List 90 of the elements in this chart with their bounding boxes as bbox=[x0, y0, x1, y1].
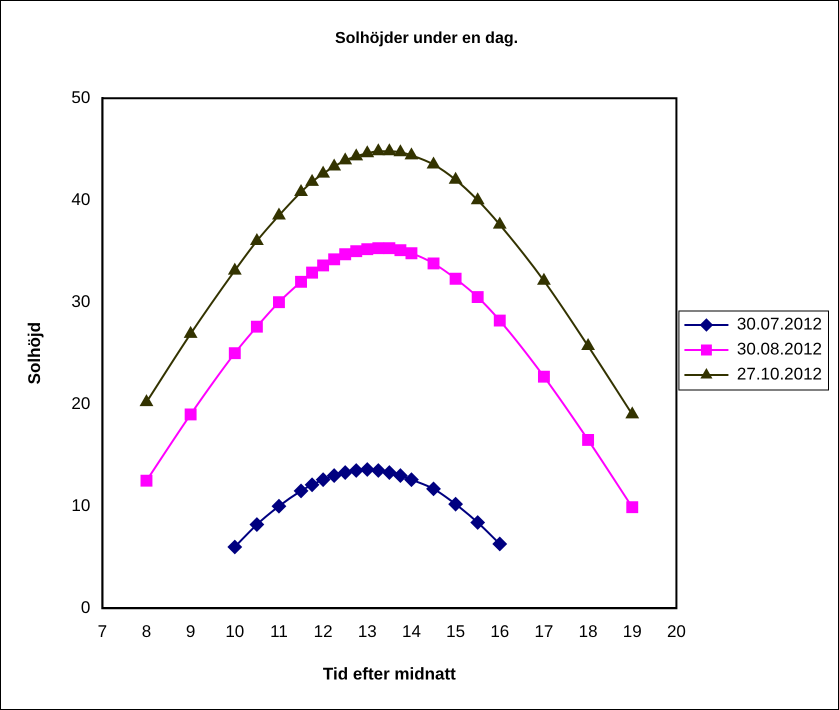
point bbox=[371, 464, 386, 478]
point bbox=[582, 339, 594, 350]
point bbox=[228, 540, 242, 554]
point bbox=[327, 468, 342, 483]
x-tick-label: 19 bbox=[622, 622, 642, 642]
point bbox=[428, 257, 440, 270]
point bbox=[372, 144, 385, 156]
point bbox=[426, 482, 441, 496]
y-tick-label: 50 bbox=[71, 88, 90, 107]
point bbox=[306, 174, 318, 186]
point bbox=[471, 193, 484, 204]
x-tick-label: 11 bbox=[270, 622, 288, 642]
point bbox=[316, 472, 330, 487]
point bbox=[472, 291, 484, 304]
point bbox=[140, 474, 152, 487]
point bbox=[626, 501, 638, 514]
point bbox=[405, 247, 418, 260]
y-tick-label: 20 bbox=[71, 394, 90, 413]
point bbox=[294, 484, 308, 498]
point bbox=[372, 242, 384, 254]
y-tick-label: 40 bbox=[71, 190, 90, 209]
point bbox=[404, 472, 418, 487]
point bbox=[448, 497, 463, 512]
point bbox=[538, 274, 550, 285]
x-tick-label: 13 bbox=[358, 622, 377, 642]
x-tick-label: 17 bbox=[534, 622, 554, 642]
point bbox=[317, 260, 330, 272]
legend-label: 30.07.2012 bbox=[736, 314, 822, 334]
point bbox=[361, 243, 374, 256]
point bbox=[140, 395, 153, 406]
x-tick-label: 8 bbox=[142, 622, 152, 642]
point bbox=[361, 146, 374, 158]
point bbox=[272, 208, 286, 220]
point bbox=[184, 408, 197, 420]
point bbox=[383, 242, 396, 254]
point bbox=[250, 320, 263, 333]
point bbox=[305, 478, 320, 492]
x-tick-label: 15 bbox=[446, 622, 466, 642]
point bbox=[405, 148, 418, 160]
point bbox=[338, 466, 352, 480]
point bbox=[626, 407, 638, 418]
point bbox=[382, 466, 396, 480]
point bbox=[349, 464, 364, 478]
point bbox=[394, 244, 406, 256]
point bbox=[494, 314, 506, 327]
x-tick-label: 20 bbox=[666, 622, 686, 642]
y-tick-label: 30 bbox=[71, 292, 90, 311]
point bbox=[582, 434, 594, 446]
point bbox=[328, 253, 340, 266]
point bbox=[427, 158, 440, 168]
point bbox=[184, 326, 197, 338]
x-tick-label: 16 bbox=[490, 622, 510, 642]
point bbox=[294, 185, 308, 196]
x-tick-label: 14 bbox=[402, 622, 421, 642]
point bbox=[470, 516, 485, 530]
point bbox=[494, 218, 506, 229]
x-tick-label: 18 bbox=[578, 622, 598, 642]
point bbox=[339, 153, 352, 164]
point bbox=[228, 264, 241, 275]
point bbox=[538, 370, 550, 383]
point bbox=[272, 499, 286, 514]
y-tick-label: 0 bbox=[80, 598, 90, 617]
point bbox=[450, 272, 462, 285]
x-tick-label: 9 bbox=[186, 622, 196, 642]
point bbox=[394, 145, 407, 156]
point bbox=[393, 468, 408, 483]
legend-label: 30.08.2012 bbox=[736, 340, 822, 359]
chart-title: Solhöjder under en dag. bbox=[334, 30, 518, 48]
point bbox=[295, 276, 307, 288]
point bbox=[492, 536, 507, 551]
x-tick-label: 7 bbox=[98, 622, 108, 642]
point bbox=[449, 172, 462, 184]
x-tick-label: 10 bbox=[225, 622, 244, 642]
point bbox=[250, 234, 264, 245]
point bbox=[339, 248, 352, 260]
point bbox=[228, 347, 241, 360]
point bbox=[360, 462, 374, 476]
point bbox=[328, 160, 340, 171]
point bbox=[250, 518, 264, 532]
x-axis-title: Tid efter midnatt bbox=[322, 664, 456, 684]
x-tick-label: 12 bbox=[314, 622, 333, 642]
point bbox=[350, 245, 362, 258]
point bbox=[383, 144, 396, 156]
y-axis-title: Solhöjd bbox=[24, 322, 44, 384]
point bbox=[273, 296, 285, 308]
point bbox=[316, 166, 330, 178]
y-tick-label: 10 bbox=[71, 496, 90, 515]
point bbox=[350, 149, 362, 160]
point bbox=[306, 266, 318, 279]
legend-label: 27.10.2012 bbox=[736, 364, 822, 384]
